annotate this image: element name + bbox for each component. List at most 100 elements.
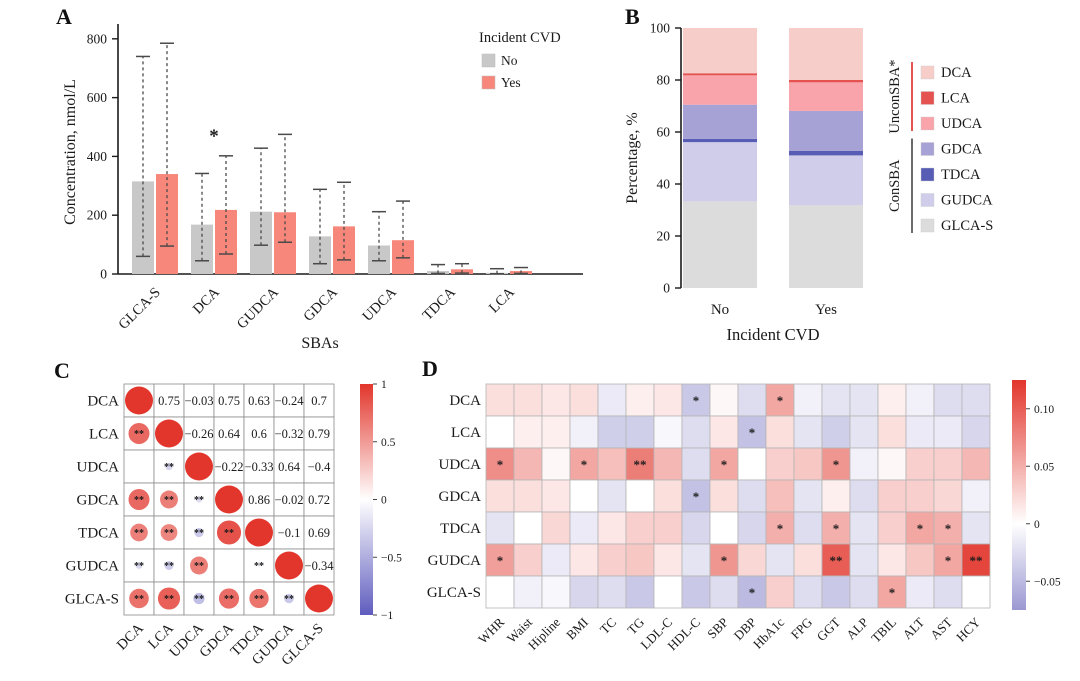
heatmap-cell-UDCA-HDL-C	[681, 447, 711, 481]
col-label: TC	[597, 615, 619, 637]
significance-marker: **	[254, 561, 264, 572]
row-label: LCA	[451, 425, 481, 441]
heatmap-cell-GUDCA-BMI	[569, 543, 599, 577]
significance-marker: **	[164, 495, 174, 506]
colorbar-tick-label: −1	[381, 610, 393, 622]
y-axis-title: Concentration, nmol/L	[62, 79, 79, 225]
heatmap-cell-GDCA-HDL-C	[681, 479, 711, 513]
panel-b-label: B	[625, 4, 640, 29]
colorbar	[1012, 380, 1026, 610]
stack-segment-LCA-Yes	[789, 80, 863, 83]
y-tick-label: 60	[657, 125, 671, 140]
heatmap-cell-TDCA-DBP	[737, 511, 767, 545]
heatmap-cell-GLCA-S-HDL-C	[681, 575, 711, 609]
correlation-circle	[185, 452, 213, 481]
stack-segment-GDCA-Yes	[789, 110, 863, 151]
significance-marker: *	[777, 521, 784, 536]
stack-segment-UDCA-No	[683, 75, 757, 105]
matrix-cell	[273, 416, 305, 451]
y-tick-label: 40	[657, 177, 671, 192]
bar-yes-GUDCA	[274, 212, 296, 274]
legend-label: DCA	[941, 65, 972, 81]
heatmap-cell-DCA-FPG	[793, 383, 823, 417]
heatmap-cell-TDCA-TBIL	[877, 511, 907, 545]
correlation-circle	[257, 564, 261, 567]
colorbar	[360, 384, 373, 615]
significance-marker: *	[917, 521, 924, 536]
matrix-cell	[303, 482, 335, 517]
legend-swatch-GUDCA	[920, 193, 935, 207]
correlation-value: −0.24	[275, 394, 305, 408]
panel-b-stacked-bar-chart: 0 20 40 60 80 100 Percentage, % No Yes Incident C…	[624, 21, 993, 345]
y-tick-label: 800	[87, 31, 108, 46]
stack-segment-LCA-No	[683, 73, 757, 76]
matrix-cell	[303, 449, 335, 484]
heatmap-cell-LCA-AST	[933, 415, 963, 449]
stack-segment-GLCA-S-Yes	[789, 205, 863, 288]
y-axis-title: Percentage, %	[624, 112, 641, 204]
heatmap-cell-GLCA-S-WHR	[485, 575, 515, 609]
heatmap-cell-GDCA-Waist	[513, 479, 543, 513]
significance-marker: *	[497, 553, 504, 568]
col-label: FPG	[788, 615, 815, 642]
significance-marker: **	[634, 457, 647, 472]
col-label: AST	[927, 614, 955, 642]
correlation-circle	[275, 551, 303, 580]
heatmap-cell-GUDCA-GGT	[821, 543, 851, 577]
heatmap-cell-UDCA-FPG	[793, 447, 823, 481]
heatmap-cell-LCA-TC	[597, 415, 627, 449]
correlation-value: 0.6	[251, 427, 267, 441]
heatmap-cell-DCA-WHR	[485, 383, 515, 417]
heatmap-cell-GDCA-AST	[933, 479, 963, 513]
heatmap-cell-DCA-ALP	[849, 383, 879, 417]
matrix-cell	[213, 416, 245, 451]
heatmap-cell-GLCA-S-FPG	[793, 575, 823, 609]
heatmap-cell-GUDCA-LDL-C	[653, 543, 683, 577]
heatmap-cell-GUDCA-Waist	[513, 543, 543, 577]
heatmap-cell-GDCA-ALT	[905, 479, 935, 513]
x-tick-label: LCA	[486, 284, 518, 316]
heatmap-cell-DCA-SBP	[709, 383, 739, 417]
panel-d-association-heatmap: DCA * *LCA *UDCA * * ** * *GDCA *TDCA * * * *GUDCA * * *…	[427, 380, 1061, 653]
significance-marker: **	[194, 495, 204, 506]
heatmap-cell-LCA-HCY	[961, 415, 991, 449]
colorbar-tick-label: 1	[381, 379, 387, 391]
correlation-value: −0.26	[185, 427, 214, 441]
legend-swatch-TDCA	[920, 167, 935, 182]
row-label: GDCA	[76, 493, 119, 509]
heatmap-cell-GLCA-S-LDL-C	[653, 575, 683, 609]
heatmap-cell-GDCA-SBP	[709, 479, 739, 513]
correlation-circle	[128, 489, 150, 510]
significance-marker: *	[749, 425, 756, 440]
stack-segment-GLCA-S-No	[683, 201, 757, 288]
significance-marker: **	[194, 561, 204, 572]
matrix-cell	[243, 416, 275, 451]
correlation-value: −0.34	[305, 559, 335, 573]
heatmap-cell-GUDCA-HDL-C	[681, 543, 711, 577]
heatmap-cell-TDCA-LDL-C	[653, 511, 683, 545]
correlation-value: −0.22	[215, 460, 244, 474]
heatmap-cell-GLCA-S-Waist	[513, 575, 543, 609]
col-label: ALP	[843, 615, 871, 643]
significance-marker: **	[134, 495, 144, 506]
bar-no-GLCA-S	[132, 181, 154, 274]
correlation-circle	[128, 423, 150, 444]
heatmap-cell-DCA-DBP	[737, 383, 767, 417]
heatmap-cell-GDCA-HCY	[961, 479, 991, 513]
heatmap-cell-TDCA-HCY	[961, 511, 991, 545]
row-label: TDCA	[78, 526, 119, 542]
heatmap-cell-GUDCA-TBIL	[877, 543, 907, 577]
significance-marker: *	[833, 521, 840, 536]
bar-yes-GLCA-S	[156, 174, 178, 274]
heatmap-cell-LCA-BMI	[569, 415, 599, 449]
heatmap-cell-UDCA-DBP	[737, 447, 767, 481]
heatmap-cell-DCA-Hipline	[541, 383, 571, 417]
col-label: WHR	[475, 614, 507, 646]
heatmap-cell-LCA-ALP	[849, 415, 879, 449]
legend-label: LCA	[941, 91, 971, 107]
correlation-value: 0.79	[308, 427, 330, 441]
heatmap-cell-TDCA-Hipline	[541, 511, 571, 545]
matrix-cell	[303, 416, 335, 451]
heatmap-cell-UDCA-Hipline	[541, 447, 571, 481]
heatmap-cell-UDCA-ALT	[905, 447, 935, 481]
